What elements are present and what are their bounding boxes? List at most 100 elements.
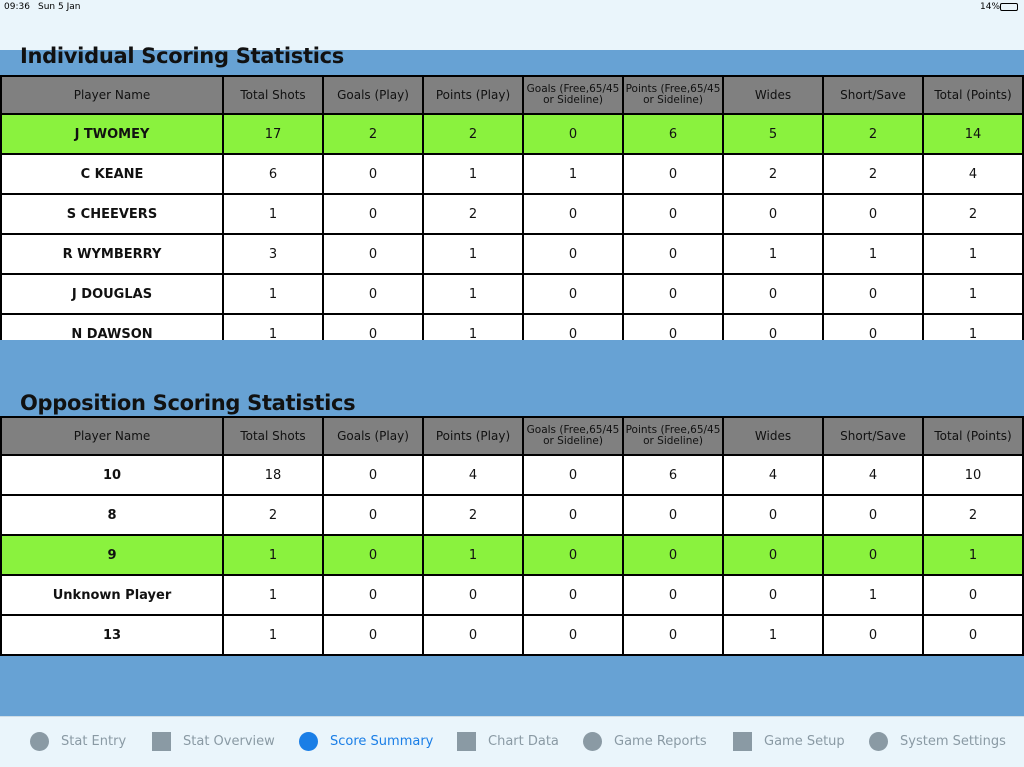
column-header: Wides [724, 416, 824, 456]
stat-cell: 0 [324, 275, 424, 315]
stat-cell: 0 [324, 496, 424, 536]
stat-cell: 0 [524, 496, 624, 536]
column-header: Total Shots [224, 416, 324, 456]
stat-cell: 0 [524, 576, 624, 616]
tab[interactable]: Game Setup [733, 732, 845, 751]
column-header: Points (Free,65/45 or Sideline) [624, 75, 724, 115]
stat-cell: 0 [524, 195, 624, 235]
stat-cell: 2 [924, 195, 1024, 235]
stat-cell: 4 [824, 456, 924, 496]
stat-cell: 0 [424, 616, 524, 656]
stat-cell: 18 [224, 456, 324, 496]
column-header: Total Shots [224, 75, 324, 115]
stat-cell: 0 [524, 315, 624, 340]
stat-cell: 1 [224, 275, 324, 315]
tab-label[interactable]: Stat Overview [183, 734, 275, 749]
stat-cell: 0 [524, 275, 624, 315]
stat-cell: 1 [424, 155, 524, 195]
stat-cell: 0 [924, 616, 1024, 656]
table-row: N DAWSON 1 0 1 0 0 0 0 1 [0, 315, 1024, 340]
tab-label[interactable]: Score Summary [330, 734, 434, 749]
stat-cell: 0 [324, 456, 424, 496]
table-row: R WYMBERRY 3 0 1 0 0 1 1 1 [0, 235, 1024, 275]
stat-cell: 0 [724, 275, 824, 315]
stat-cell: 0 [324, 235, 424, 275]
stat-cell: 6 [624, 456, 724, 496]
tab-label[interactable]: Stat Entry [61, 734, 127, 749]
tab[interactable]: System Settings [869, 732, 1006, 751]
stat-cell: 1 [224, 195, 324, 235]
stat-cell: 1 [824, 235, 924, 275]
stat-cell: 2 [424, 496, 524, 536]
tab-icon [457, 732, 476, 751]
column-header: Short/Save [824, 75, 924, 115]
stat-cell: 1 [424, 235, 524, 275]
stat-cell: 0 [624, 576, 724, 616]
stat-cell: 0 [624, 235, 724, 275]
header-row: Player Name Total Shots Goals (Play) Points… [0, 75, 1024, 115]
table-row: 10 18 0 4 0 6 4 4 10 [0, 456, 1024, 496]
stat-cell: 0 [824, 496, 924, 536]
table-row: J DOUGLAS 1 0 1 0 0 0 0 1 [0, 275, 1024, 315]
column-header: Total (Points) [924, 416, 1024, 456]
stat-cell: 0 [624, 275, 724, 315]
stat-cell: 0 [724, 496, 824, 536]
stat-cell: 1 [924, 536, 1024, 576]
player-name: R WYMBERRY [0, 235, 224, 275]
stat-cell: 1 [724, 616, 824, 656]
column-header: Goals (Play) [324, 75, 424, 115]
tab-label[interactable]: Chart Data [488, 734, 559, 749]
stat-cell: 10 [924, 456, 1024, 496]
date: Sun 5 Jan [38, 2, 81, 12]
stat-cell: 0 [724, 536, 824, 576]
tab-icon [299, 732, 318, 751]
stat-cell: 2 [324, 115, 424, 155]
stat-cell: 0 [524, 456, 624, 496]
stat-cell: 2 [224, 496, 324, 536]
stat-cell: 2 [824, 155, 924, 195]
column-header: Goals (Free,65/45 or Sideline) [524, 75, 624, 115]
stat-cell: 3 [224, 235, 324, 275]
tab[interactable]: Stat Overview [152, 732, 275, 751]
table-row: 13 1 0 0 0 0 1 0 0 [0, 616, 1024, 656]
stat-cell: 0 [924, 576, 1024, 616]
stat-cell: 0 [324, 616, 424, 656]
tab-label[interactable]: Game Reports [614, 734, 707, 749]
tab-icon [733, 732, 752, 751]
status-bar: 09:36 Sun 5 Jan 14% [0, 0, 1024, 16]
tab[interactable]: Stat Entry [30, 732, 126, 751]
tab-label[interactable]: System Settings [900, 734, 1006, 749]
stat-cell: 1 [424, 536, 524, 576]
player-name: 9 [0, 536, 224, 576]
stat-cell: 2 [424, 115, 524, 155]
tab[interactable]: Score Summary [299, 732, 433, 751]
column-header: Player Name [0, 416, 224, 456]
stat-cell: 0 [524, 536, 624, 576]
stats-table: Player Name Total Shots Goals (Play) Points… [0, 75, 1024, 340]
stat-cell: 4 [924, 155, 1024, 195]
stat-cell: 6 [224, 155, 324, 195]
tab[interactable]: Chart Data [457, 732, 559, 751]
player-name: Unknown Player [0, 576, 224, 616]
stat-cell: 0 [424, 576, 524, 616]
time: 09:36 [4, 2, 30, 12]
stat-cell: 1 [224, 315, 324, 340]
stat-cell: 0 [324, 576, 424, 616]
tab[interactable]: Game Reports [583, 732, 707, 751]
stat-cell: 1 [524, 155, 624, 195]
column-header: Points (Free,65/45 or Sideline) [624, 416, 724, 456]
stat-cell: 5 [724, 115, 824, 155]
tab-bar: Stat Entry Stat Overview Score Summary Char… [0, 716, 1024, 767]
tab-label[interactable]: Game Setup [764, 734, 845, 749]
column-header: Short/Save [824, 416, 924, 456]
stat-cell: 0 [824, 536, 924, 576]
stat-cell: 0 [324, 315, 424, 340]
stat-cell: 0 [824, 315, 924, 340]
stat-cell: 0 [524, 616, 624, 656]
stat-cell: 4 [424, 456, 524, 496]
stat-cell: 2 [424, 195, 524, 235]
column-header: Points (Play) [424, 75, 524, 115]
